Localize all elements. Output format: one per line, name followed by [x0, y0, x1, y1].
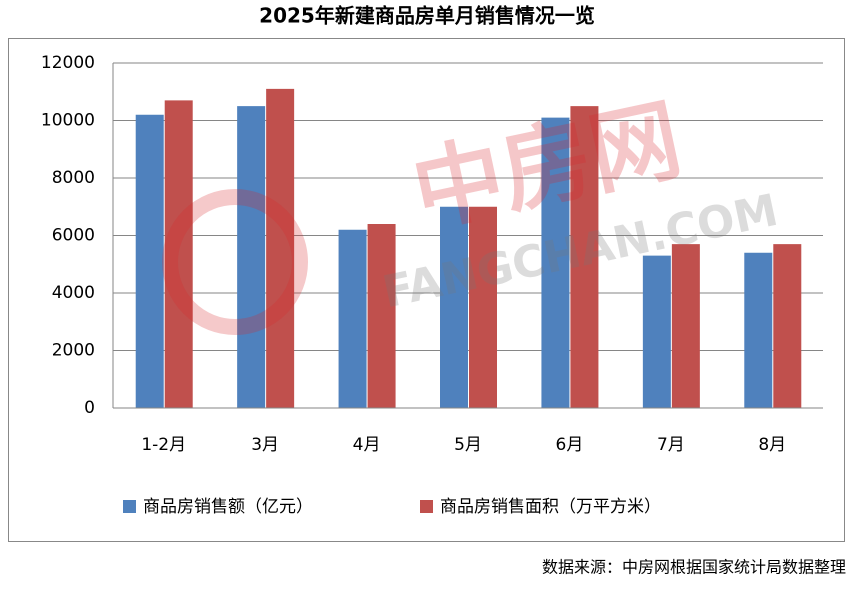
bar [671, 244, 700, 408]
bar [338, 229, 367, 408]
legend-label: 商品房销售额（亿元） [143, 497, 313, 517]
x-tick-label: 6月 [556, 435, 584, 455]
bar [469, 206, 497, 408]
x-tick-label: 5月 [454, 435, 482, 455]
bar [744, 252, 773, 408]
source-note: 数据来源：中房网根据国家统计局数据整理 [542, 558, 846, 577]
bar [541, 117, 570, 408]
y-tick-label: 10000 [41, 111, 95, 131]
bar [440, 206, 468, 408]
x-tick-label: 3月 [251, 435, 279, 455]
chart-title: 2025年新建商品房单月销售情况一览 [259, 4, 595, 28]
x-tick-label: 8月 [758, 435, 786, 455]
bar [266, 88, 295, 408]
legend-swatch [123, 500, 136, 513]
legend-swatch [420, 500, 433, 513]
x-tick-label: 7月 [657, 435, 685, 455]
y-tick-label: 4000 [52, 283, 95, 303]
y-tick-label: 0 [84, 398, 95, 418]
legend-label: 商品房销售面积（万平方米） [440, 497, 661, 517]
bar [237, 106, 266, 408]
y-tick-label: 6000 [52, 226, 95, 246]
bar [570, 106, 599, 408]
x-tick-label: 1-2月 [141, 435, 186, 455]
bar [773, 244, 802, 408]
y-tick-label: 12000 [41, 53, 95, 73]
bar [642, 255, 671, 408]
x-tick-label: 4月 [353, 435, 381, 455]
bar [367, 224, 396, 408]
y-tick-label: 2000 [52, 341, 95, 361]
bar [135, 114, 164, 408]
watermark-logo [162, 189, 308, 335]
y-tick-label: 8000 [52, 168, 95, 188]
bar [164, 100, 193, 408]
